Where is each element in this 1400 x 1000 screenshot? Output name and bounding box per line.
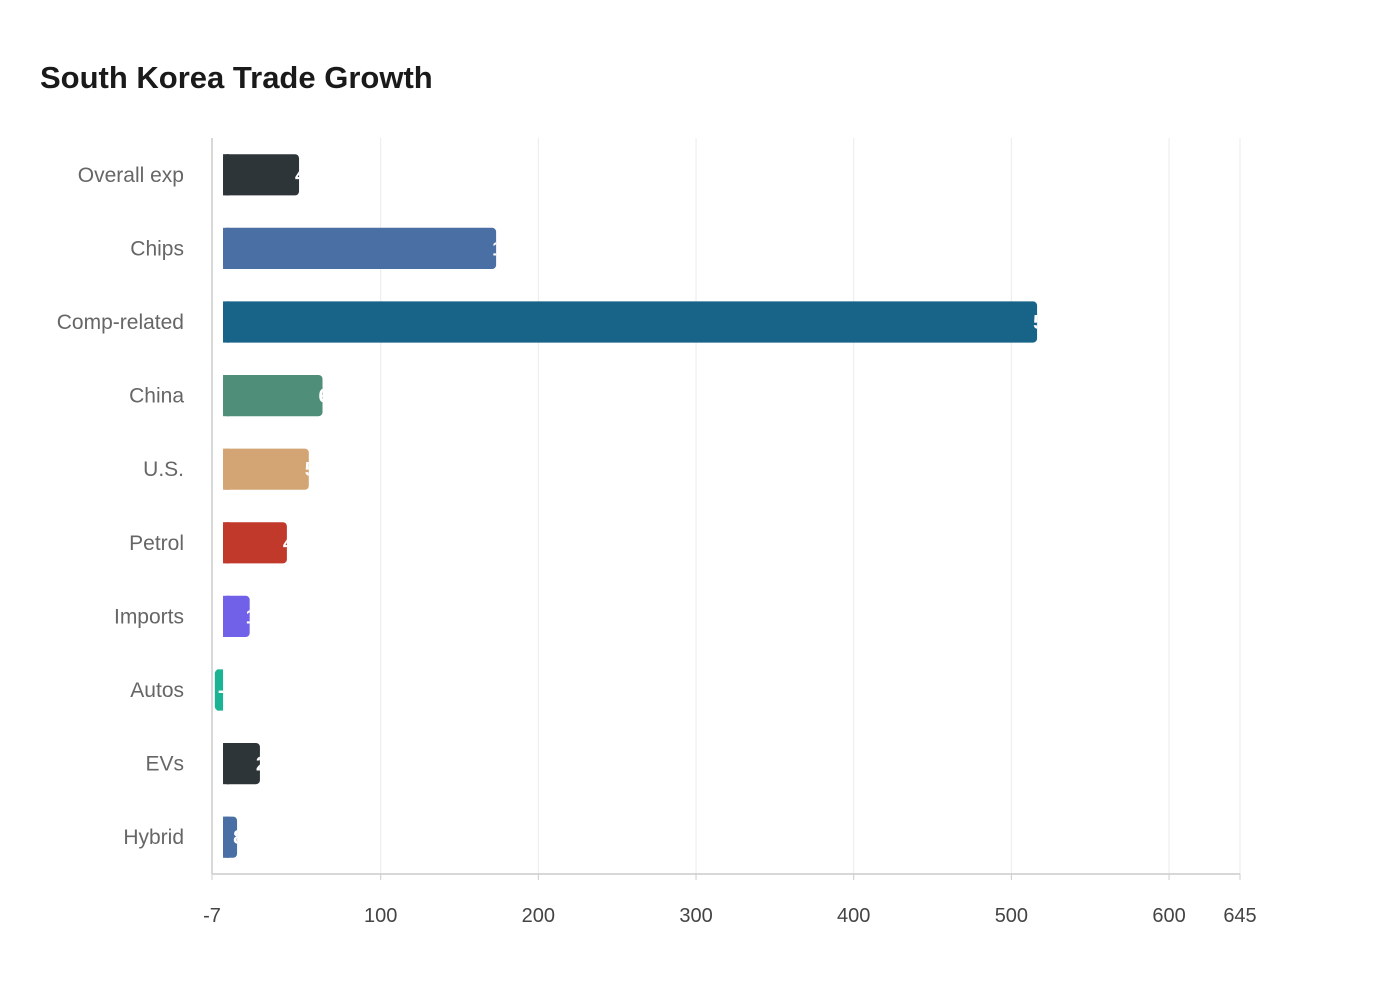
category-label: Autos — [130, 679, 184, 702]
value-label: 8.9 — [233, 827, 261, 849]
x-tick-label: 200 — [522, 905, 555, 927]
x-tick-label: 500 — [995, 905, 1028, 927]
bar-base — [223, 742, 230, 785]
bar-base — [223, 301, 230, 343]
x-tick-label: 100 — [364, 905, 397, 927]
value-label: 16.9 — [246, 606, 285, 628]
bar — [223, 374, 323, 417]
x-tick-label: 645 — [1223, 905, 1256, 927]
bar-base — [223, 227, 230, 270]
bar — [223, 742, 260, 785]
category-label: EVs — [145, 753, 184, 776]
gridlines — [380, 138, 1241, 874]
bar — [223, 595, 250, 638]
bar — [223, 522, 287, 564]
x-tick-label: 600 — [1152, 905, 1185, 927]
category-label: China — [129, 385, 184, 408]
value-label: 40.5 — [283, 533, 322, 555]
axes — [211, 138, 1241, 880]
value-label: 54.4 — [305, 459, 345, 481]
bar — [223, 301, 1038, 343]
chart-title: South Korea Trade Growth — [40, 60, 433, 95]
bar — [223, 154, 300, 196]
value-label: -5.2 — [218, 680, 252, 702]
category-label: U.S. — [143, 458, 184, 481]
bar — [223, 227, 497, 270]
category-label: Overall exp — [78, 164, 184, 187]
category-label: Petrol — [129, 532, 184, 555]
value-label: 173.2 — [492, 238, 542, 260]
category-label: Chips — [130, 237, 184, 260]
bar-base — [223, 522, 230, 564]
bar-base — [223, 816, 230, 858]
value-label: 516.3 — [1033, 312, 1083, 334]
bar — [223, 448, 309, 490]
category-label: Hybrid — [123, 826, 184, 849]
x-tick-labels: -7 100 200 300 400 500 600 645 — [203, 905, 1257, 927]
bar-base — [223, 154, 230, 196]
value-label: 48.2 — [295, 165, 334, 187]
category-label: Imports — [114, 605, 184, 628]
value-label: 23.4 — [256, 754, 296, 776]
category-labels: Overall exp Chips Comp-related China U.S. Pet… — [57, 164, 185, 849]
bar-base — [223, 595, 230, 638]
x-tick-label: 300 — [679, 905, 712, 927]
bar-base — [217, 669, 224, 711]
bars: 48.2 173.2 516.3 63.1 54.4 40.5 16.9 -5.2 23.4 8.… — [214, 154, 1083, 858]
value-label: 63.1 — [319, 386, 358, 408]
bar-base — [223, 448, 230, 490]
x-tick-label: -7 — [203, 905, 221, 927]
bar-base — [223, 374, 230, 417]
category-label: Comp-related — [57, 311, 184, 334]
x-tick-label: 400 — [837, 905, 870, 927]
